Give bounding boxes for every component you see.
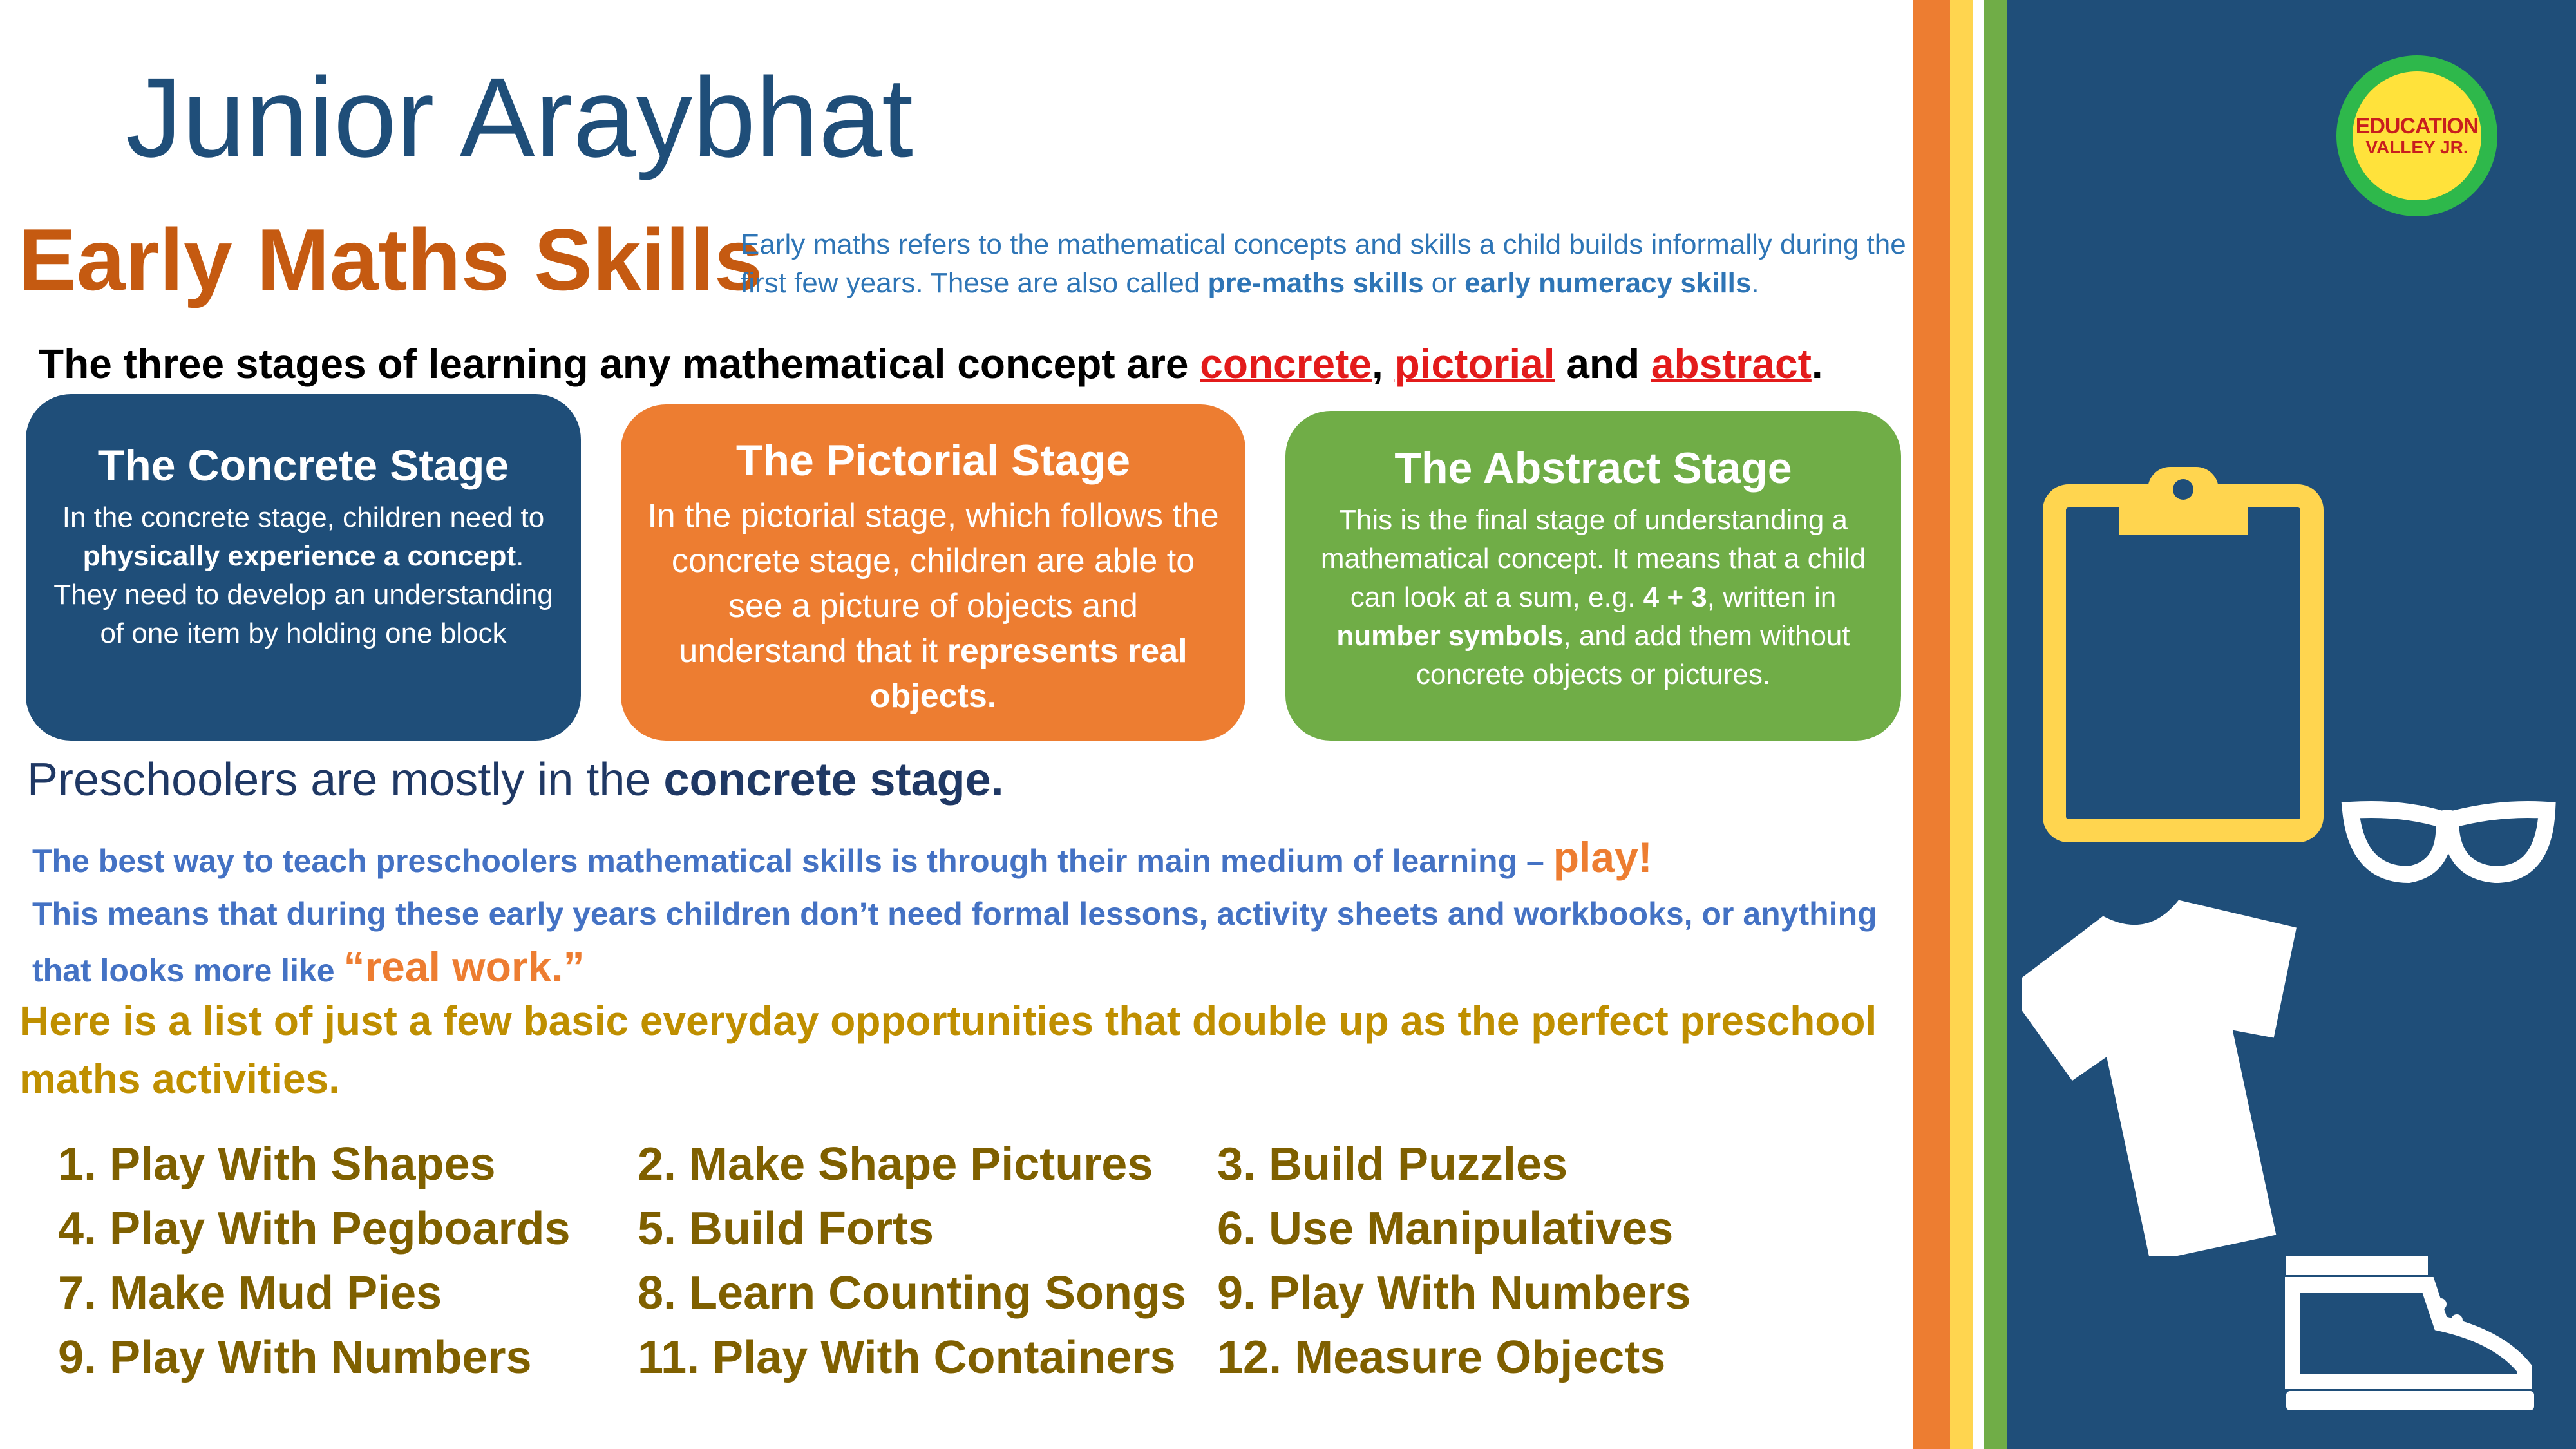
- stages-sep-2: and: [1555, 341, 1651, 387]
- preschool-text: Preschoolers are mostly in the: [27, 754, 664, 806]
- stages-suffix: .: [1811, 341, 1823, 387]
- teaching-approach-paragraph: The best way to teach preschoolers mathe…: [32, 831, 1900, 997]
- yellow-stripe: [1950, 0, 1973, 1449]
- activity-item: 8. Learn Counting Songs: [638, 1267, 1187, 1319]
- best-way-line-1: The best way to teach preschoolers mathe…: [32, 843, 1553, 879]
- green-stripe: [1984, 0, 2007, 1449]
- concrete-stage-body: In the concrete stage, children need to …: [52, 498, 555, 653]
- intro-bold-numeracy: early numeracy skills: [1464, 267, 1752, 299]
- intro-paragraph: Early maths refers to the mathematical c…: [741, 225, 1913, 303]
- best-way-line-2: This means that during these early years…: [32, 896, 1877, 989]
- abstract-stage-title: The Abstract Stage: [1394, 444, 1792, 493]
- pictorial-text-a: In the pictorial stage, which follows th…: [647, 497, 1219, 670]
- intro-text-b: or: [1423, 267, 1465, 299]
- activity-item: 9. Play With Numbers: [1217, 1267, 1691, 1319]
- stage-word-pictorial: pictorial: [1394, 341, 1555, 387]
- stages-heading: The three stages of learning any mathema…: [39, 340, 1823, 388]
- activity-item: 3. Build Puzzles: [1217, 1139, 1568, 1190]
- stage-word-abstract: abstract: [1651, 341, 1812, 387]
- concrete-text-a: In the concrete stage, children need to: [62, 502, 545, 533]
- tshirt-icon: [2022, 900, 2297, 1256]
- activity-item: 1. Play With Shapes: [58, 1139, 496, 1190]
- activity-item: 6. Use Manipulatives: [1217, 1203, 1674, 1255]
- abstract-text-c: , and add them without concrete objects …: [1416, 620, 1850, 690]
- concrete-text-b: . They need to develop an understanding …: [53, 540, 553, 649]
- pictorial-stage-title: The Pictorial Stage: [735, 436, 1131, 485]
- page-title: Junior Araybhat: [126, 55, 913, 181]
- logo-text-line1: EDUCATION: [2355, 114, 2479, 138]
- activity-item: 2. Make Shape Pictures: [638, 1139, 1153, 1190]
- glasses-icon: [2341, 801, 2556, 884]
- intro-bold-prematths: pre-maths skills: [1208, 267, 1424, 299]
- pictorial-stage-card: The Pictorial Stage In the pictorial sta…: [621, 404, 1245, 741]
- intro-text-c: .: [1751, 267, 1759, 299]
- abstract-bold-symbols: number symbols: [1336, 620, 1564, 652]
- activity-list-intro: Here is a list of just a few basic every…: [19, 998, 1877, 1102]
- section-title: Early Maths Skills: [18, 211, 763, 308]
- stages-sep-1: ,: [1372, 341, 1395, 387]
- preschool-bold: concrete stage.: [663, 754, 1004, 806]
- abstract-text-a: This is the final stage of understanding…: [1320, 504, 1866, 613]
- abstract-bold-sum: 4 + 3: [1643, 582, 1707, 613]
- activity-item: 9. Play With Numbers: [58, 1332, 532, 1383]
- intro-text-a: Early maths refers to the mathematical c…: [741, 229, 1906, 299]
- clipboard-icon: [2043, 467, 2324, 842]
- abstract-stage-body: This is the final stage of understanding…: [1311, 501, 1875, 694]
- real-work-accent: “real work.”: [343, 943, 585, 990]
- logo-text-line2: VALLEY JR.: [2365, 137, 2468, 157]
- abstract-text-b: , written in: [1707, 582, 1837, 613]
- preschool-stage-line: Preschoolers are mostly in the concrete …: [27, 753, 1004, 806]
- concrete-bold: physically experience a concept: [82, 540, 516, 572]
- play-accent: play!: [1553, 833, 1653, 881]
- activity-item: 12. Measure Objects: [1217, 1332, 1666, 1383]
- right-decor-panel: [2007, 0, 2576, 1449]
- education-valley-logo: EDUCATION VALLEY JR.: [2336, 55, 2497, 216]
- abstract-stage-card: The Abstract Stage This is the final sta…: [1285, 411, 1901, 741]
- activity-item: 11. Play With Containers: [638, 1332, 1176, 1383]
- sneaker-icon: [2285, 1256, 2534, 1410]
- stages-prefix: The three stages of learning any mathema…: [39, 341, 1200, 387]
- activity-item: 5. Build Forts: [638, 1203, 934, 1255]
- activity-item: 7. Make Mud Pies: [58, 1267, 442, 1319]
- orange-stripe: [1913, 0, 1950, 1449]
- activity-item: 4. Play With Pegboards: [58, 1203, 571, 1255]
- stage-word-concrete: concrete: [1200, 341, 1372, 387]
- pictorial-stage-body: In the pictorial stage, which follows th…: [647, 493, 1220, 719]
- pictorial-bold: represents real objects.: [869, 632, 1188, 715]
- concrete-stage-card: The Concrete Stage In the concrete stage…: [26, 394, 581, 741]
- concrete-stage-title: The Concrete Stage: [97, 441, 509, 490]
